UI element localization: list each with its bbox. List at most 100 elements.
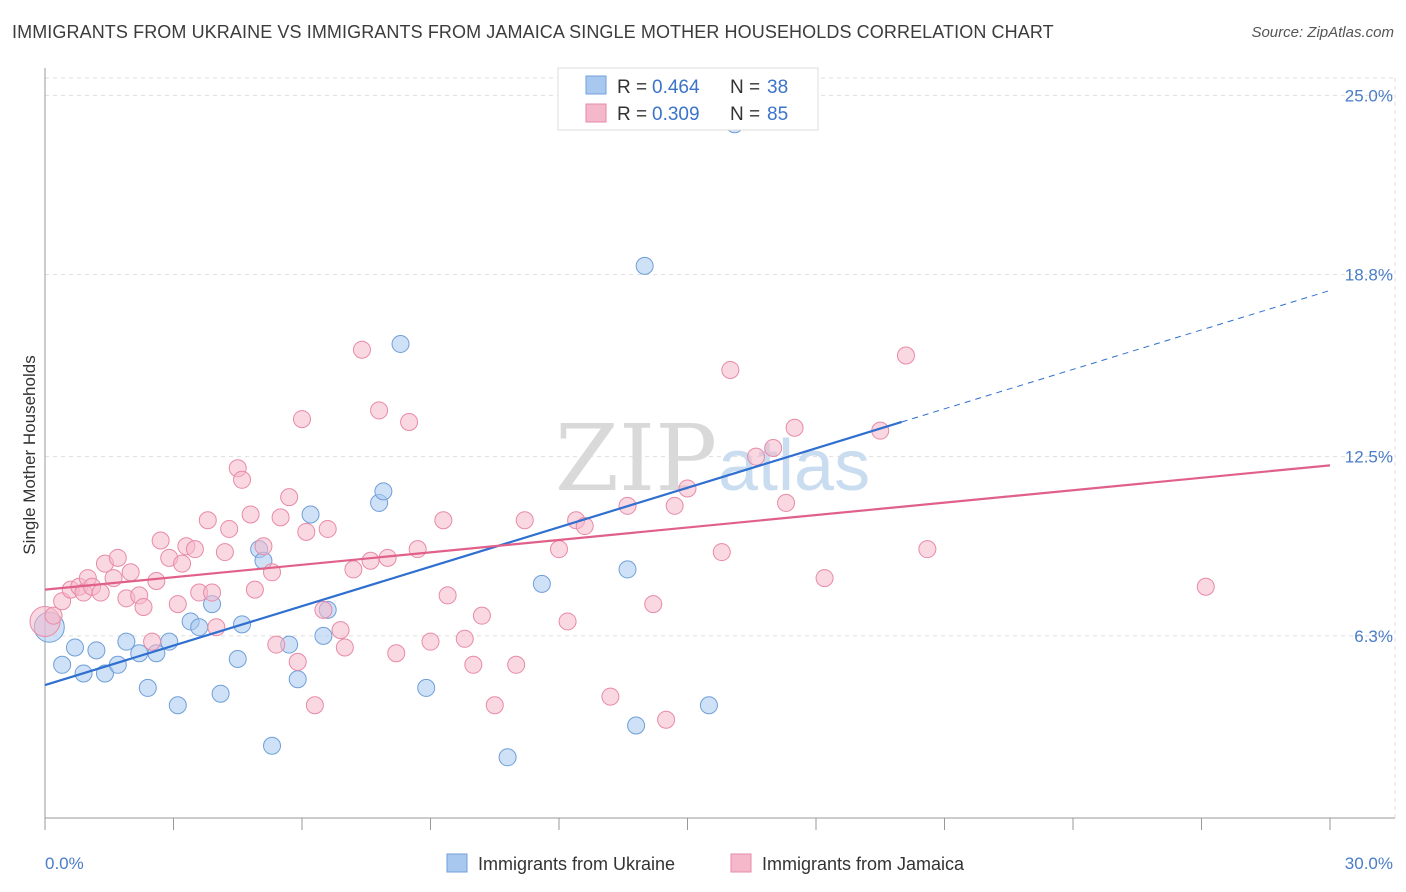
point-jamaica-67 bbox=[575, 517, 594, 536]
legend-n-value-ukraine: 38 bbox=[767, 77, 788, 98]
point-jamaica-70 bbox=[644, 595, 663, 614]
point-jamaica-77 bbox=[764, 439, 783, 457]
point-jamaica-38 bbox=[280, 488, 299, 507]
x-tick-label-1: 30.0% bbox=[1345, 854, 1393, 873]
point-jamaica-44 bbox=[318, 519, 337, 538]
tick-labels: 6.3% 12.5% 18.8% 25.0% 0.0% 30.0% bbox=[45, 86, 1393, 873]
legend-n-value-jamaica: 85 bbox=[767, 104, 788, 125]
point-ukraine-30 bbox=[417, 678, 436, 697]
point-ukraine-21 bbox=[263, 736, 282, 755]
point-jamaica-48 bbox=[352, 340, 371, 359]
y-tick-label-3: 25.0% bbox=[1345, 86, 1393, 105]
point-jamaica-42 bbox=[305, 696, 324, 715]
point-ukraine-29 bbox=[391, 334, 410, 353]
chart-title: IMMIGRANTS FROM UKRAINE VS IMMIGRANTS FR… bbox=[12, 22, 1054, 42]
point-jamaica-17 bbox=[147, 571, 166, 590]
point-jamaica-49 bbox=[361, 551, 380, 570]
point-jamaica-57 bbox=[438, 586, 457, 605]
point-ukraine-28 bbox=[374, 482, 393, 501]
trend-line-jamaica bbox=[44, 464, 1331, 591]
point-jamaica-36 bbox=[267, 635, 286, 654]
point-jamaica-39 bbox=[288, 652, 307, 671]
point-jamaica-20 bbox=[168, 595, 187, 614]
point-jamaica-15 bbox=[134, 597, 153, 616]
legend-swatch-jamaica bbox=[585, 103, 607, 123]
y-axis-title: Single Mother Households bbox=[20, 355, 39, 554]
point-ukraine-36 bbox=[699, 696, 718, 715]
point-jamaica-33 bbox=[245, 580, 264, 599]
point-jamaica-41 bbox=[297, 522, 316, 541]
point-jamaica-75 bbox=[721, 360, 740, 379]
x-tick-label-0: 0.0% bbox=[45, 854, 84, 873]
legend-bottom: Immigrants from Ukraine Immigrants from … bbox=[446, 853, 965, 874]
point-ukraine-34 bbox=[627, 716, 646, 735]
point-jamaica-13 bbox=[121, 563, 140, 582]
watermark: ZIP atlas bbox=[555, 405, 870, 512]
point-jamaica-53 bbox=[400, 412, 419, 431]
point-jamaica-21 bbox=[173, 554, 192, 573]
point-jamaica-32 bbox=[241, 505, 260, 524]
y-tick-label-0: 6.3% bbox=[1354, 627, 1393, 646]
point-jamaica-26 bbox=[203, 583, 222, 602]
point-ukraine-4 bbox=[87, 641, 106, 660]
point-jamaica-18 bbox=[151, 531, 170, 550]
point-jamaica-40 bbox=[293, 410, 311, 429]
trend-line-ukraine-extension bbox=[901, 289, 1331, 423]
point-ukraine-14 bbox=[190, 618, 209, 637]
point-jamaica-76 bbox=[747, 447, 766, 466]
point-jamaica-60 bbox=[472, 606, 491, 625]
point-ukraine-24 bbox=[301, 505, 320, 524]
point-jamaica-43 bbox=[314, 600, 333, 619]
point-jamaica-50 bbox=[370, 401, 389, 420]
trend-line-ukraine bbox=[44, 420, 902, 687]
point-jamaica-84 bbox=[1196, 577, 1215, 596]
point-jamaica-31 bbox=[233, 470, 252, 489]
point-jamaica-65 bbox=[558, 612, 577, 631]
point-jamaica-78 bbox=[777, 493, 796, 512]
point-ukraine-25 bbox=[314, 626, 333, 645]
point-jamaica-37 bbox=[271, 508, 290, 527]
point-ukraine-1 bbox=[53, 655, 72, 674]
legend-r-value-ukraine: 0.464 bbox=[652, 77, 700, 98]
point-jamaica-72 bbox=[665, 496, 684, 515]
point-jamaica-25 bbox=[198, 511, 217, 530]
legend-n-label-jamaica: N = bbox=[730, 104, 760, 125]
point-jamaica-34 bbox=[254, 537, 273, 556]
axes bbox=[44, 68, 1395, 830]
point-jamaica-82 bbox=[896, 346, 915, 365]
point-ukraine-33 bbox=[618, 560, 637, 579]
legend-r-label-ukraine: R = bbox=[617, 77, 647, 98]
point-ukraine-9 bbox=[138, 678, 157, 697]
bottom-legend-swatch-jamaica bbox=[730, 853, 752, 873]
point-jamaica-68 bbox=[601, 687, 620, 706]
point-ukraine-17 bbox=[228, 650, 247, 669]
point-ukraine-23 bbox=[288, 670, 307, 689]
point-jamaica-71 bbox=[657, 710, 676, 729]
point-jamaica-55 bbox=[421, 632, 440, 651]
point-ukraine-32 bbox=[532, 574, 551, 593]
legend-top: R = 0.464 N = 38 R = 0.309 N = 85 bbox=[557, 67, 819, 131]
bottom-legend-label-ukraine: Immigrants from Ukraine bbox=[478, 854, 675, 874]
y-tick-label-2: 18.8% bbox=[1345, 266, 1393, 285]
point-jamaica-1 bbox=[44, 606, 63, 625]
point-ukraine-31 bbox=[498, 748, 517, 767]
point-jamaica-61 bbox=[485, 696, 504, 715]
watermark-zip: ZIP bbox=[555, 405, 717, 512]
point-jamaica-58 bbox=[455, 629, 474, 648]
point-jamaica-29 bbox=[220, 519, 239, 538]
point-jamaica-52 bbox=[387, 644, 406, 663]
point-ukraine-2 bbox=[65, 638, 84, 657]
point-jamaica-46 bbox=[335, 638, 354, 657]
point-jamaica-16 bbox=[143, 632, 162, 651]
point-jamaica-83 bbox=[918, 540, 937, 559]
point-jamaica-74 bbox=[712, 543, 731, 562]
bottom-legend-label-jamaica: Immigrants from Jamaica bbox=[762, 854, 965, 874]
point-jamaica-28 bbox=[215, 543, 234, 562]
point-jamaica-23 bbox=[185, 540, 204, 559]
point-jamaica-79 bbox=[785, 418, 804, 437]
y-tick-label-1: 12.5% bbox=[1345, 448, 1393, 467]
point-ukraine-35 bbox=[635, 256, 654, 275]
trend-lines bbox=[44, 289, 1331, 687]
point-jamaica-47 bbox=[344, 560, 363, 579]
point-ukraine-12 bbox=[168, 696, 187, 715]
